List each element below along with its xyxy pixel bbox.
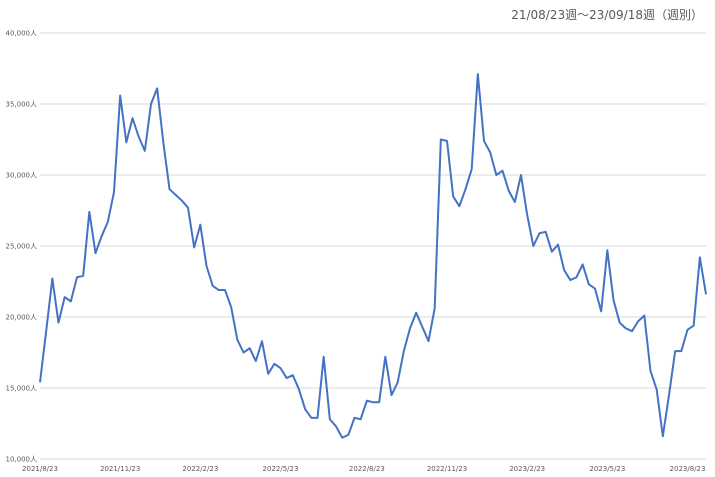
grid-layer	[40, 32, 706, 460]
y-tick-label: 30,000人	[6, 172, 38, 180]
x-tick-label: 2023/8/23	[670, 465, 706, 473]
y-tick-label: 40,000人	[6, 30, 38, 38]
x-tick-label: 2023/5/23	[589, 465, 625, 473]
x-tick-label: 2022/5/23	[263, 465, 299, 473]
x-tick-label: 2021/11/23	[100, 465, 140, 473]
y-tick-label: 10,000人	[6, 456, 38, 464]
x-tick-label: 2021/8/23	[22, 465, 58, 473]
y-tick-label: 15,000人	[6, 385, 38, 393]
x-tick-label: 2023/2/23	[509, 465, 545, 473]
series-layer	[39, 73, 707, 439]
chart-title: 21/08/23週～23/09/18週（週別）	[511, 8, 703, 22]
y-tick-label: 20,000人	[6, 314, 38, 322]
y-tick-label: 25,000人	[6, 243, 38, 251]
x-axis-tick-labels: 2021/8/23 2021/11/23 2022/2/23 2022/5/23 202…	[22, 465, 705, 473]
x-tick-label: 2022/11/23	[427, 465, 467, 473]
x-tick-label: 2022/2/23	[182, 465, 218, 473]
x-tick-label: 2022/8/23	[349, 465, 385, 473]
y-tick-label: 35,000人	[6, 101, 38, 109]
series-line	[39, 73, 707, 439]
y-axis-tick-labels: 10,000人 15,000人 20,000人 25,000人 30,000人 35,00…	[6, 30, 38, 464]
